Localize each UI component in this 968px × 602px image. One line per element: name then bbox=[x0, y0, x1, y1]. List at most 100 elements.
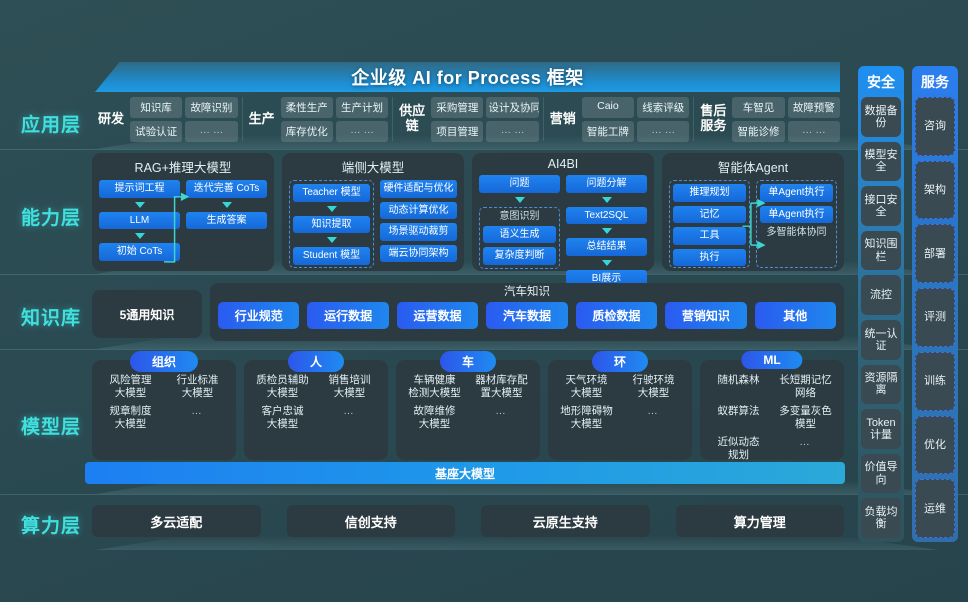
capability-card-body: Teacher 模型 知识提取 Student 模型 硬件适配与优化 动态计算优化 场景驱… bbox=[289, 180, 457, 268]
application-group: 研发 知识库 故障识别 试验认证… … bbox=[92, 96, 243, 142]
capability-node[interactable]: 生成答案 bbox=[186, 211, 267, 229]
model-card: 车车辆健康 检测大模型 器材库存配 置大模型 故障维修 大模型… bbox=[396, 351, 540, 460]
capability-node[interactable]: 记忆 bbox=[673, 205, 746, 223]
security-item-list: 数据备份 模型安全 接口安全 知识围栏 流控 统一认证 资源隔离 Token计量 价值导向 负载均… bbox=[861, 97, 901, 538]
application-group: 售后服务 车智见 故障预警 智能诊修… … bbox=[694, 96, 844, 142]
capability-node[interactable]: 总结结果 bbox=[566, 238, 647, 256]
application-tile[interactable]: 柔性生产 bbox=[280, 96, 333, 118]
capability-node[interactable]: BI展示 bbox=[566, 269, 647, 287]
power-item[interactable]: 云原生支持 bbox=[481, 505, 650, 537]
security-item[interactable]: Token计量 bbox=[861, 409, 901, 449]
model-card: 环天气环境 大模型 行驶环境 大模型 地形障碍物 大模型… bbox=[548, 351, 692, 460]
application-group-name: 营销 bbox=[549, 110, 576, 126]
model-item: 器材库存配 置大模型 bbox=[475, 374, 528, 399]
model-card: 组织 风险管理 大模型 行业标准 大模型 规章制度 大模型… bbox=[92, 351, 236, 460]
security-item[interactable]: 数据备份 bbox=[861, 97, 901, 137]
application-tile[interactable]: 项目管理 bbox=[431, 120, 484, 142]
security-item[interactable]: 流控 bbox=[861, 275, 901, 315]
application-tile[interactable]: 生产计划 bbox=[335, 96, 389, 118]
capability-node[interactable]: 复杂度判断 bbox=[483, 247, 556, 265]
model-item: 销售培训 大模型 bbox=[328, 374, 371, 399]
service-item[interactable]: 评测 bbox=[915, 288, 955, 347]
layer-label-model: 模型层 bbox=[20, 417, 81, 438]
capability-node[interactable]: 单Agent执行 bbox=[760, 184, 833, 202]
capability-node[interactable]: LLM bbox=[99, 211, 180, 229]
capability-node[interactable]: 问题 bbox=[479, 175, 560, 193]
capability-node[interactable]: Student 模型 bbox=[293, 247, 370, 265]
application-tile[interactable]: 智能工牌 bbox=[581, 120, 635, 142]
knowledge-tag[interactable]: 运行数据 bbox=[307, 301, 389, 329]
capability-node[interactable]: 问题分解 bbox=[566, 175, 647, 193]
application-tile[interactable]: … … bbox=[637, 120, 690, 142]
application-tile[interactable]: 线索评级 bbox=[637, 96, 690, 118]
knowledge-tag[interactable]: 营销知识 bbox=[665, 301, 747, 329]
capability-node[interactable]: 推理规划 bbox=[673, 184, 746, 202]
application-tile[interactable]: … … bbox=[787, 120, 840, 142]
application-tile[interactable]: 采购管理 bbox=[431, 96, 484, 118]
capability-node[interactable]: 硬件适配与优化 bbox=[380, 180, 457, 198]
application-tile[interactable]: … … bbox=[335, 120, 389, 142]
security-item[interactable]: 统一认证 bbox=[861, 319, 901, 360]
capability-node[interactable]: 语义生成 bbox=[483, 225, 556, 243]
knowledge-tag[interactable]: 行业规范 bbox=[218, 301, 300, 329]
application-tile[interactable]: 知识库 bbox=[130, 96, 183, 118]
layer-label-power: 算力层 bbox=[20, 516, 81, 537]
power-item[interactable]: 多云适配 bbox=[92, 505, 261, 537]
application-group: 供应链 采购管理 设计及协同 项目管理… … bbox=[393, 96, 544, 142]
arrow-down-icon bbox=[326, 205, 337, 212]
capability-node[interactable]: Teacher 模型 bbox=[293, 184, 370, 202]
capability-node[interactable]: 迭代完善 CoTs bbox=[186, 180, 267, 198]
capability-node[interactable]: 提示词工程 bbox=[99, 180, 180, 198]
capability-node[interactable]: 知识提取 bbox=[293, 215, 370, 233]
model-item: 行驶环境 大模型 bbox=[632, 374, 675, 399]
layer-label-capability: 能力层 bbox=[20, 208, 81, 229]
service-item[interactable]: 架构 bbox=[915, 160, 955, 220]
model-item: … bbox=[343, 405, 356, 418]
model-item: … bbox=[647, 405, 660, 418]
security-item[interactable]: 模型安全 bbox=[861, 141, 901, 182]
model-cards: 组织 风险管理 大模型 行业标准 大模型 规章制度 大模型… 人质检员辅助 大模型 销售培训 大模型… bbox=[92, 351, 844, 461]
application-tile[interactable]: 库存优化 bbox=[280, 120, 333, 142]
service-item[interactable]: 部署 bbox=[915, 224, 955, 284]
model-item: 风险管理 大模型 bbox=[109, 374, 152, 399]
application-tile[interactable]: 智能诊修 bbox=[732, 120, 785, 142]
model-item: 近似动态 规划 bbox=[717, 436, 760, 461]
security-item[interactable]: 接口安全 bbox=[861, 186, 901, 226]
application-tile[interactable]: 试验认证 bbox=[130, 120, 183, 142]
knowledge-tag[interactable]: 质检数据 bbox=[575, 301, 658, 329]
capability-node[interactable]: 执行 bbox=[673, 248, 746, 266]
security-item[interactable]: 负载均衡 bbox=[861, 498, 901, 538]
application-tile[interactable]: 设计及协同 bbox=[486, 96, 539, 118]
power-item[interactable]: 算力管理 bbox=[675, 505, 844, 537]
application-tile[interactable]: 车智见 bbox=[732, 96, 785, 118]
capability-node[interactable]: Text2SQL bbox=[566, 206, 647, 224]
application-tile[interactable]: … … bbox=[185, 120, 238, 142]
service-item[interactable]: 训练 bbox=[915, 351, 955, 411]
capability-node[interactable]: 工具 bbox=[673, 227, 746, 245]
application-tile[interactable]: … … bbox=[486, 120, 539, 142]
application-groups: 研发 知识库 故障识别 试验认证… … 生产 柔性生产 生产计划 库存优化… … 供应链 采购管理… bbox=[92, 96, 844, 142]
model-item: … bbox=[495, 405, 508, 418]
power-item[interactable]: 信创支持 bbox=[286, 505, 455, 537]
knowledge-tag[interactable]: 其他 bbox=[754, 301, 836, 329]
capability-node[interactable]: 动态计算优化 bbox=[380, 201, 457, 219]
service-item[interactable]: 优化 bbox=[915, 415, 955, 475]
service-item[interactable]: 运维 bbox=[915, 479, 955, 539]
capability-card: AI4BI 问题 意图识别 语义生成 复杂度判断 问题分解 Text2SQL 总结结果 BI展示 bbox=[472, 153, 654, 287]
application-tile[interactable]: 故障预警 bbox=[787, 96, 840, 118]
service-item[interactable]: 咨询 bbox=[915, 97, 955, 156]
application-group-name: 售后服务 bbox=[700, 103, 727, 133]
application-tile[interactable]: 故障识别 bbox=[185, 96, 238, 118]
capability-node[interactable]: 单Agent执行 bbox=[760, 205, 833, 223]
model-card-pill: ML bbox=[741, 351, 803, 369]
capability-card-body: 提示词工程 LLM 初始 CoTs 迭代完善 CoTs 生成答案 bbox=[99, 180, 267, 268]
capability-node[interactable]: 初始 CoTs bbox=[99, 243, 180, 261]
knowledge-tag[interactable]: 汽车数据 bbox=[486, 301, 568, 329]
security-item[interactable]: 资源隔离 bbox=[861, 364, 901, 405]
security-item[interactable]: 价值导向 bbox=[861, 453, 901, 494]
application-tile[interactable]: Caio bbox=[581, 96, 635, 118]
capability-node[interactable]: 场景驱动裁剪 bbox=[380, 223, 457, 241]
knowledge-tag[interactable]: 运营数据 bbox=[396, 301, 479, 329]
capability-node[interactable]: 端云协同架构 bbox=[380, 244, 457, 262]
security-item[interactable]: 知识围栏 bbox=[861, 230, 901, 271]
